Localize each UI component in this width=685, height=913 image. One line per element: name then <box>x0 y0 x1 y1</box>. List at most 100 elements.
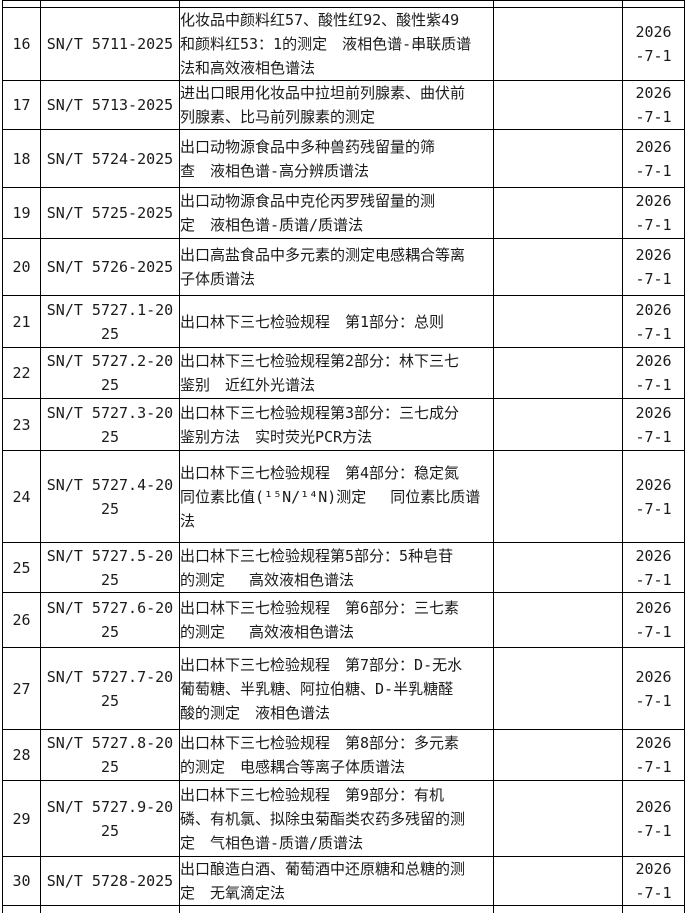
row-number-cell: 22 <box>2 347 41 399</box>
standard-code-cell: SN/T 5711-2025 <box>40 7 180 81</box>
date-cell <box>622 0 685 8</box>
standard-code-cell: SN/T 5727.4-20 25 <box>40 450 180 543</box>
empty-column-cell <box>493 780 623 857</box>
table-row: 23 SN/T 5727.3-20 25 出口林下三七检验规程第3部分：三七成分… <box>2 398 685 451</box>
row-number-cell: 26 <box>2 592 41 648</box>
date-cell <box>622 905 685 913</box>
standard-title-cell: 出口动物源食品中克伦丙罗残留量的测 定 液相色谱-质谱/质谱法 <box>179 187 494 239</box>
standard-title-cell <box>179 905 494 913</box>
row-number-cell: 28 <box>2 729 41 781</box>
standard-code-cell: SN/T 5727.8-20 25 <box>40 729 180 781</box>
row-number-cell: 23 <box>2 398 41 451</box>
standard-title-cell: 出口酿造白酒、葡萄酒中还原糖和总糖的测 定 无氧滴定法 <box>179 856 494 906</box>
row-number-cell: 24 <box>2 450 41 543</box>
date-cell: 2026 -7-1 <box>622 398 685 451</box>
table-row: 30 SN/T 5728-2025 出口酿造白酒、葡萄酒中还原糖和总糖的测 定 … <box>2 856 685 906</box>
table-row: 19 SN/T 5725-2025 出口动物源食品中克伦丙罗残留量的测 定 液相… <box>2 187 685 239</box>
empty-column-cell <box>493 856 623 906</box>
standard-title-cell <box>179 0 494 8</box>
standard-title-cell: 出口林下三七检验规程 第9部分：有机 磷、有机氯、拟除虫菊酯类农药多残留的测 定… <box>179 780 494 857</box>
empty-column-cell <box>493 450 623 543</box>
empty-column-cell <box>493 238 623 296</box>
table-row: 20 SN/T 5726-2025 出口高盐食品中多元素的测定电感耦合等离 子体… <box>2 238 685 296</box>
standard-code-cell: SN/T 5727.3-20 25 <box>40 398 180 451</box>
standard-code-cell: SN/T 5727.6-20 25 <box>40 592 180 648</box>
empty-column-cell <box>493 592 623 648</box>
date-cell: 2026 -7-1 <box>622 80 685 130</box>
empty-column-cell <box>493 905 623 913</box>
empty-column-cell <box>493 7 623 81</box>
standard-code-cell: SN/T 5726-2025 <box>40 238 180 296</box>
table-row: 28 SN/T 5727.8-20 25 出口林下三七检验规程 第8部分：多元素… <box>2 729 685 781</box>
row-number-cell: 27 <box>2 647 41 730</box>
standard-code-cell: SN/T 5727.1-20 25 <box>40 295 180 348</box>
standard-code-cell <box>40 905 180 913</box>
table-row: 21 SN/T 5727.1-20 25 出口林下三七检验规程 第1部分：总则 … <box>2 295 685 348</box>
standard-title-cell: 出口林下三七检验规程 第7部分：D-无水 葡萄糖、半乳糖、阿拉伯糖、D-半乳糖醛… <box>179 647 494 730</box>
standard-code-cell: SN/T 5727.2-20 25 <box>40 347 180 399</box>
row-number-cell: 19 <box>2 187 41 239</box>
empty-column-cell <box>493 187 623 239</box>
table-row: 26 SN/T 5727.6-20 25 出口林下三七检验规程 第6部分：三七素… <box>2 592 685 648</box>
standard-code-cell: SN/T 5713-2025 <box>40 80 180 130</box>
empty-column-cell <box>493 398 623 451</box>
table-row: 17 SN/T 5713-2025 进出口眼用化妆品中拉坦前列腺素、曲伏前 列腺… <box>2 80 685 130</box>
date-cell: 2026 -7-1 <box>622 647 685 730</box>
row-number-cell: 18 <box>2 129 41 188</box>
partial-row-top <box>2 0 685 8</box>
standard-title-cell: 出口动物源食品中多种兽药残留量的筛 查 液相色谱-高分辨质谱法 <box>179 129 494 188</box>
standard-title-cell: 出口林下三七检验规程 第1部分：总则 <box>179 295 494 348</box>
standard-code-cell: SN/T 5727.5-20 25 <box>40 542 180 593</box>
date-cell: 2026 -7-1 <box>622 592 685 648</box>
date-cell: 2026 -7-1 <box>622 780 685 857</box>
empty-column-cell <box>493 129 623 188</box>
row-number-cell: 16 <box>2 7 41 81</box>
row-number-cell <box>2 905 41 913</box>
standard-title-cell: 出口高盐食品中多元素的测定电感耦合等离 子体质谱法 <box>179 238 494 296</box>
empty-column-cell <box>493 295 623 348</box>
standard-code-cell: SN/T 5727.9-20 25 <box>40 780 180 857</box>
partial-row-bottom <box>2 905 685 913</box>
row-number-cell <box>2 0 41 8</box>
standard-code-cell: SN/T 5725-2025 <box>40 187 180 239</box>
table-row: 22 SN/T 5727.2-20 25 出口林下三七检验规程第2部分：林下三七… <box>2 347 685 399</box>
standard-title-cell: 出口林下三七检验规程 第6部分：三七素 的测定 高效液相色谱法 <box>179 592 494 648</box>
empty-column-cell <box>493 542 623 593</box>
date-cell: 2026 -7-1 <box>622 129 685 188</box>
table-row: 16 SN/T 5711-2025 化妆品中颜料红57、酸性红92、酸性紫49 … <box>2 7 685 81</box>
date-cell: 2026 -7-1 <box>622 542 685 593</box>
empty-column-cell <box>493 80 623 130</box>
date-cell: 2026 -7-1 <box>622 295 685 348</box>
standard-code-cell: SN/T 5728-2025 <box>40 856 180 906</box>
row-number-cell: 25 <box>2 542 41 593</box>
date-cell: 2026 -7-1 <box>622 187 685 239</box>
standard-title-cell: 出口林下三七检验规程第5部分：5种皂苷 的测定 高效液相色谱法 <box>179 542 494 593</box>
row-number-cell: 30 <box>2 856 41 906</box>
standard-code-cell: SN/T 5727.7-20 25 <box>40 647 180 730</box>
table-row: 25 SN/T 5727.5-20 25 出口林下三七检验规程第5部分：5种皂苷… <box>2 542 685 593</box>
table-row: 24 SN/T 5727.4-20 25 出口林下三七检验规程 第4部分：稳定氮… <box>2 450 685 543</box>
date-cell: 2026 -7-1 <box>622 856 685 906</box>
row-number-cell: 21 <box>2 295 41 348</box>
empty-column-cell <box>493 347 623 399</box>
table-row: 27 SN/T 5727.7-20 25 出口林下三七检验规程 第7部分：D-无… <box>2 647 685 730</box>
date-cell: 2026 -7-1 <box>622 238 685 296</box>
date-cell: 2026 -7-1 <box>622 347 685 399</box>
row-number-cell: 17 <box>2 80 41 130</box>
table-row: 29 SN/T 5727.9-20 25 出口林下三七检验规程 第9部分：有机 … <box>2 780 685 857</box>
row-number-cell: 29 <box>2 780 41 857</box>
empty-column-cell <box>493 0 623 8</box>
standard-title-cell: 化妆品中颜料红57、酸性红92、酸性紫49 和颜料红53：1的测定 液相色谱-串… <box>179 7 494 81</box>
standard-code-cell: SN/T 5724-2025 <box>40 129 180 188</box>
date-cell: 2026 -7-1 <box>622 7 685 81</box>
date-cell: 2026 -7-1 <box>622 450 685 543</box>
empty-column-cell <box>493 647 623 730</box>
standard-title-cell: 出口林下三七检验规程第2部分：林下三七 鉴别 近红外光谱法 <box>179 347 494 399</box>
empty-column-cell <box>493 729 623 781</box>
standard-title-cell: 出口林下三七检验规程 第4部分：稳定氮 同位素比值(¹⁵N/¹⁴N)测定 同位素… <box>179 450 494 543</box>
standard-title-cell: 出口林下三七检验规程 第8部分：多元素 的测定 电感耦合等离子体质谱法 <box>179 729 494 781</box>
row-number-cell: 20 <box>2 238 41 296</box>
